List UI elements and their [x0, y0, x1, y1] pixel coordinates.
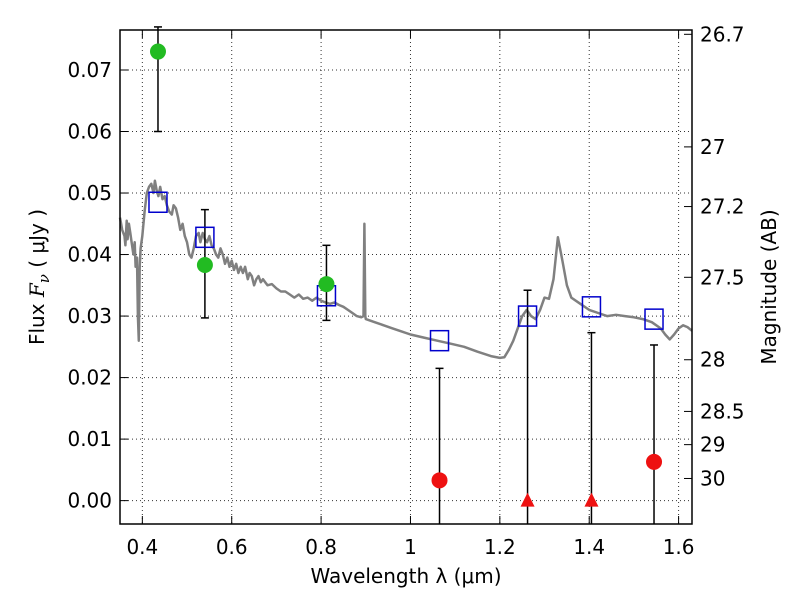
y-tick-label: 0.00: [67, 489, 112, 513]
model-band-fluxes-layer: [148, 191, 664, 352]
y-axis-label-prefix: Flux: [25, 297, 49, 345]
y2-tick-label: 27: [700, 135, 725, 159]
model-band-flux-marker: [517, 305, 538, 327]
x-axis-label: Wavelength λ (μm): [310, 564, 501, 588]
model-band-flux-marker: [429, 329, 450, 352]
y-tick-label: 0.02: [67, 366, 112, 390]
y2-tick-label: 26.7: [700, 22, 745, 46]
detection-point: [149, 43, 166, 60]
y-axis-label: Flux Fν ( μJy ): [25, 209, 53, 345]
nondetection-point: [646, 453, 663, 470]
detection-point: [196, 257, 213, 274]
model-band-flux-marker: [148, 191, 168, 214]
x-tick-label: 0.8: [305, 535, 337, 559]
model-spectrum-line: [118, 179, 693, 360]
model-band-flux-marker: [581, 296, 602, 318]
y2-tick-label: 27.5: [700, 265, 745, 289]
y2-tick-label: 28.5: [700, 399, 745, 423]
grid-lines: [120, 30, 692, 524]
y-tick-label: 0.04: [67, 243, 112, 267]
error-bars-layer: [153, 26, 659, 524]
model-band-flux-marker: [644, 308, 664, 330]
secondary-y-axis-label: Magnitude (AB): [757, 209, 781, 364]
nondetection-triangle: [584, 492, 599, 507]
x-tick-label: 1.6: [663, 535, 695, 559]
model-spectrum-layer: [118, 179, 693, 360]
detection-point: [318, 276, 335, 293]
nondetection-triangle: [520, 492, 535, 507]
y-axis-label-suffix: ( μJy ): [25, 209, 49, 274]
nondetection-point: [431, 472, 448, 489]
y-tick-label: 0.06: [67, 120, 112, 144]
plot-frame: [119, 29, 693, 525]
x-tick-label: 1.4: [573, 535, 605, 559]
y-tick-label: 0.01: [67, 427, 112, 451]
y2-tick-label: 29: [700, 433, 725, 457]
y2-tick-label: 30: [700, 466, 725, 490]
y2-tick-label: 27.2: [700, 195, 745, 219]
y-tick-label: 0.03: [67, 304, 112, 328]
y-tick-label: 0.05: [67, 181, 112, 205]
y-tick-label: 0.07: [67, 58, 112, 82]
y2-tick-label: 28: [700, 348, 725, 372]
observed-points-layer: [149, 43, 663, 507]
x-tick-label: 1: [404, 535, 417, 559]
y-axis-label-subscript: ν: [35, 274, 53, 283]
x-tick-label: 1.2: [484, 535, 516, 559]
y-axis-label-variable: F: [25, 282, 49, 298]
axis-ticks: 0.4 0.6 0.8 1 1.2 1.4 1.6 0.00 0.01 0.02 0.03 0.04 0…: [67, 22, 744, 559]
x-tick-label: 0.4: [126, 535, 158, 559]
model-band-flux-marker: [195, 226, 215, 249]
x-tick-label: 0.6: [216, 535, 248, 559]
